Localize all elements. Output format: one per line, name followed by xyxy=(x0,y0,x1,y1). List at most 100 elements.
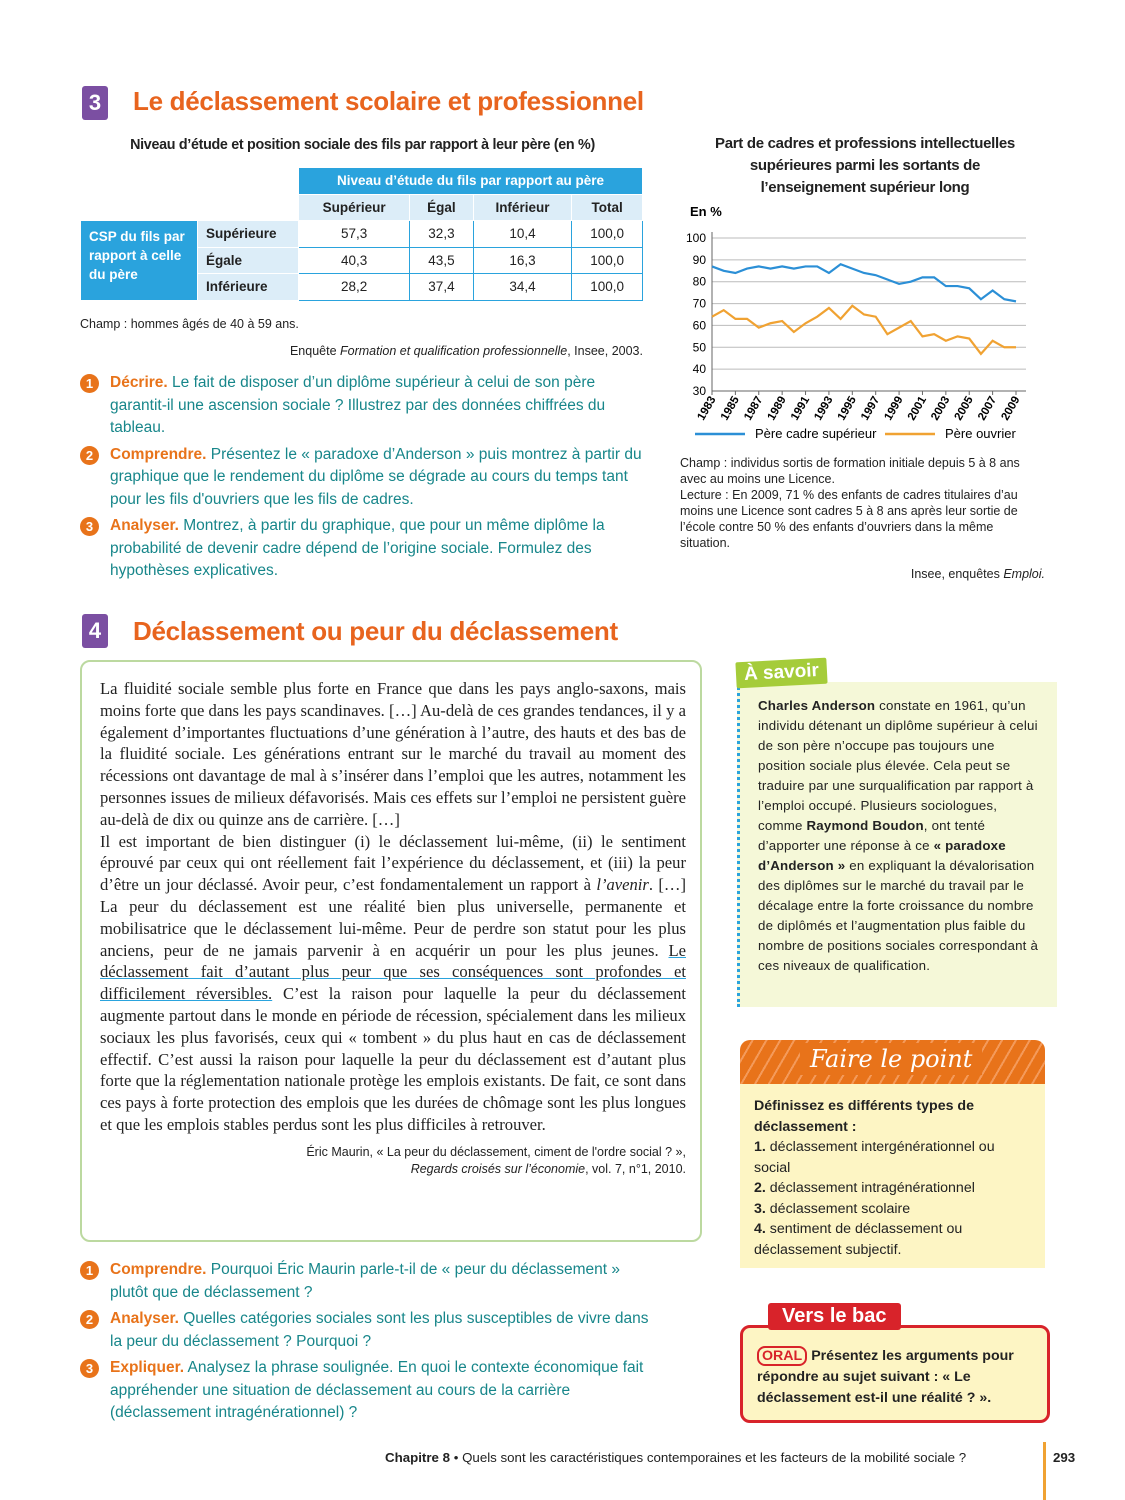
question-text: Présentez le « paradoxe d’Anderson » pui… xyxy=(110,445,642,508)
x-tick-label: 1999 xyxy=(882,395,905,423)
x-tick-label: 1995 xyxy=(836,394,859,423)
item-number: 2. xyxy=(754,1180,766,1196)
column-header: Inférieur xyxy=(472,193,573,221)
text: C’est la raison pour laquelle la peur du… xyxy=(100,984,687,1134)
y-tick-label: 100 xyxy=(686,231,706,245)
column-header: Égal xyxy=(409,193,474,221)
text: Présentez les arguments pour répondre au… xyxy=(757,1348,1014,1406)
text: . […] La peur du déclassement est une ré… xyxy=(100,875,686,960)
a-savoir-title: À savoir xyxy=(735,657,828,689)
x-tick-label: 1987 xyxy=(742,395,765,423)
list-item: 1. déclassement intergénérationnel ou so… xyxy=(754,1137,1031,1178)
cell: 100,0 xyxy=(571,246,643,274)
list-item: 4. sentiment de déclassement ou déclasse… xyxy=(754,1219,1031,1260)
intro: Définissez es différents types de déclas… xyxy=(754,1098,974,1135)
text: constate en 1961, qu’un individu détenan… xyxy=(758,698,1038,833)
item-number: 4. xyxy=(754,1221,766,1237)
x-tick-label: 2003 xyxy=(929,395,952,423)
cell: 34,4 xyxy=(472,273,573,301)
text: Raymond Boudon xyxy=(806,818,924,833)
cell xyxy=(197,167,299,195)
row-header: Inférieure xyxy=(197,273,299,301)
questions: 1 Comprendre. Pourquoi Éric Maurin parle-… xyxy=(80,1259,660,1429)
chart-source: Insee, enquêtes Emploi. xyxy=(680,566,1045,582)
question-number: 1 xyxy=(80,374,99,393)
y-tick-label: 40 xyxy=(693,362,707,376)
item-text: déclassement scolaire xyxy=(769,1200,911,1217)
y-tick-label: 80 xyxy=(693,275,707,289)
section-title: Le déclassement scolaire et professionne… xyxy=(133,86,644,116)
chart-title: Part de cadres et professions intellectu… xyxy=(715,135,1015,196)
question: 1 Décrire. Le fait de disposer d’un diplô… xyxy=(80,372,650,440)
cell: 43,5 xyxy=(409,246,474,274)
question: 1 Comprendre. Pourquoi Éric Maurin parle-… xyxy=(80,1259,660,1304)
table: Niveau d’étude du fils par rapport au pè… xyxy=(80,167,643,301)
row: Égale 40,3 43,5 16,3 100,0 xyxy=(81,246,643,274)
cell: 40,3 xyxy=(297,246,411,274)
row-header: Égale xyxy=(197,246,299,274)
question-text: Pourquoi Éric Maurin parle-t-il de « peu… xyxy=(110,1261,621,1301)
text: , vol. 7, n°1, 2010. xyxy=(585,1161,686,1176)
chapter: Chapitre 8 xyxy=(385,1450,451,1465)
list-item: 3. déclassement scolaire xyxy=(754,1199,1031,1220)
chart-scope: Champ : individus sortis de formation in… xyxy=(680,456,1020,486)
y-tick-label: 60 xyxy=(693,318,707,332)
paragraph: Il est important de bien distinguer (i) … xyxy=(100,831,686,1136)
text: l’avenir xyxy=(596,875,649,895)
a-savoir-box: Charles Anderson constate en 1961, qu’un… xyxy=(737,682,1057,1007)
text: Éric Maurin, « La peur du déclassement, … xyxy=(306,1144,686,1159)
x-tick-label: 2009 xyxy=(999,395,1022,423)
question-number: 2 xyxy=(80,445,99,465)
table-scope: Champ : hommes âgés de 40 à 59 ans. xyxy=(80,317,299,331)
line xyxy=(711,304,1016,356)
text: Insee, enquêtes xyxy=(910,567,1004,581)
oral-tag: ORAL xyxy=(757,1346,808,1366)
text: Emploi. xyxy=(1003,567,1045,581)
question-verb: Comprendre. xyxy=(110,445,207,463)
item-number: 3. xyxy=(754,1200,766,1217)
footer: Chapitre 8 • Quels sont les caractéristi… xyxy=(385,1450,966,1465)
question: 2 Comprendre. Présentez le « paradoxe d’A… xyxy=(80,444,650,512)
text: Formation et qualification professionnel… xyxy=(340,344,568,358)
y-tick-label: 70 xyxy=(693,297,707,311)
question: 2 Analyser. Quelles catégories sociales s… xyxy=(80,1308,660,1353)
text: Charles Anderson xyxy=(758,698,876,713)
section-number: 3 xyxy=(82,86,108,120)
y-tick-label: 90 xyxy=(693,253,707,267)
line xyxy=(711,262,1017,303)
question-number: 2 xyxy=(80,1310,99,1329)
group-header: Niveau d’étude du fils par rapport au pè… xyxy=(298,167,643,195)
x-tick-label: 1997 xyxy=(859,395,882,423)
cell: 32,3 xyxy=(409,220,474,248)
cell: 100,0 xyxy=(571,220,643,248)
question-verb: Analyser. xyxy=(110,517,179,534)
x-tick-label: 1983 xyxy=(695,395,718,423)
question: 3 Analyser. Montrez, à partir du graphiqu… xyxy=(80,515,650,583)
question-verb: Analyser. xyxy=(110,1310,179,1327)
cell xyxy=(80,193,198,221)
x-tick-label: 1993 xyxy=(812,395,835,423)
question-verb: Expliquer. xyxy=(110,1359,185,1376)
cell: 57,3 xyxy=(297,220,411,248)
column-header: Total xyxy=(571,193,643,221)
legend-label: Père ouvrier xyxy=(945,426,1016,441)
paragraph: La fluidité sociale semble plus forte en… xyxy=(100,679,686,829)
row-header: Supérieure xyxy=(197,220,299,248)
text: • Quels sont les caractéristiques contem… xyxy=(450,1450,967,1465)
x-tick-label: 1985 xyxy=(719,394,742,423)
vers-le-bac-title: Vers le bac xyxy=(768,1303,901,1330)
item-text: sentiment de déclassement ou déclassemen… xyxy=(754,1221,963,1258)
text: « paradoxe d’Anderson » xyxy=(758,838,1006,873)
article-source: Éric Maurin, « La peur du déclassement, … xyxy=(100,1144,686,1178)
row-group-header: CSP du fils par rapport à celle du père xyxy=(80,220,198,301)
question-number: 1 xyxy=(80,1261,99,1280)
row: CSP du fils par rapport à celle du père S… xyxy=(80,220,643,301)
question: 3 Expliquer. Analysez la phrase soulignée… xyxy=(80,1357,660,1425)
question-number: 3 xyxy=(80,1359,99,1378)
table-source: Enquête Formation et qualification profe… xyxy=(80,343,643,359)
faire-le-point-title: Faire le point xyxy=(800,1043,983,1075)
question-text: Analysez la phrase soulignée. En quoi le… xyxy=(110,1359,644,1421)
text: , ont tenté d’apporter une réponse à ce xyxy=(758,818,986,853)
underlined-text: Le déclassement fait d’autant plus peur … xyxy=(100,940,686,1004)
cell: 28,2 xyxy=(297,273,411,301)
